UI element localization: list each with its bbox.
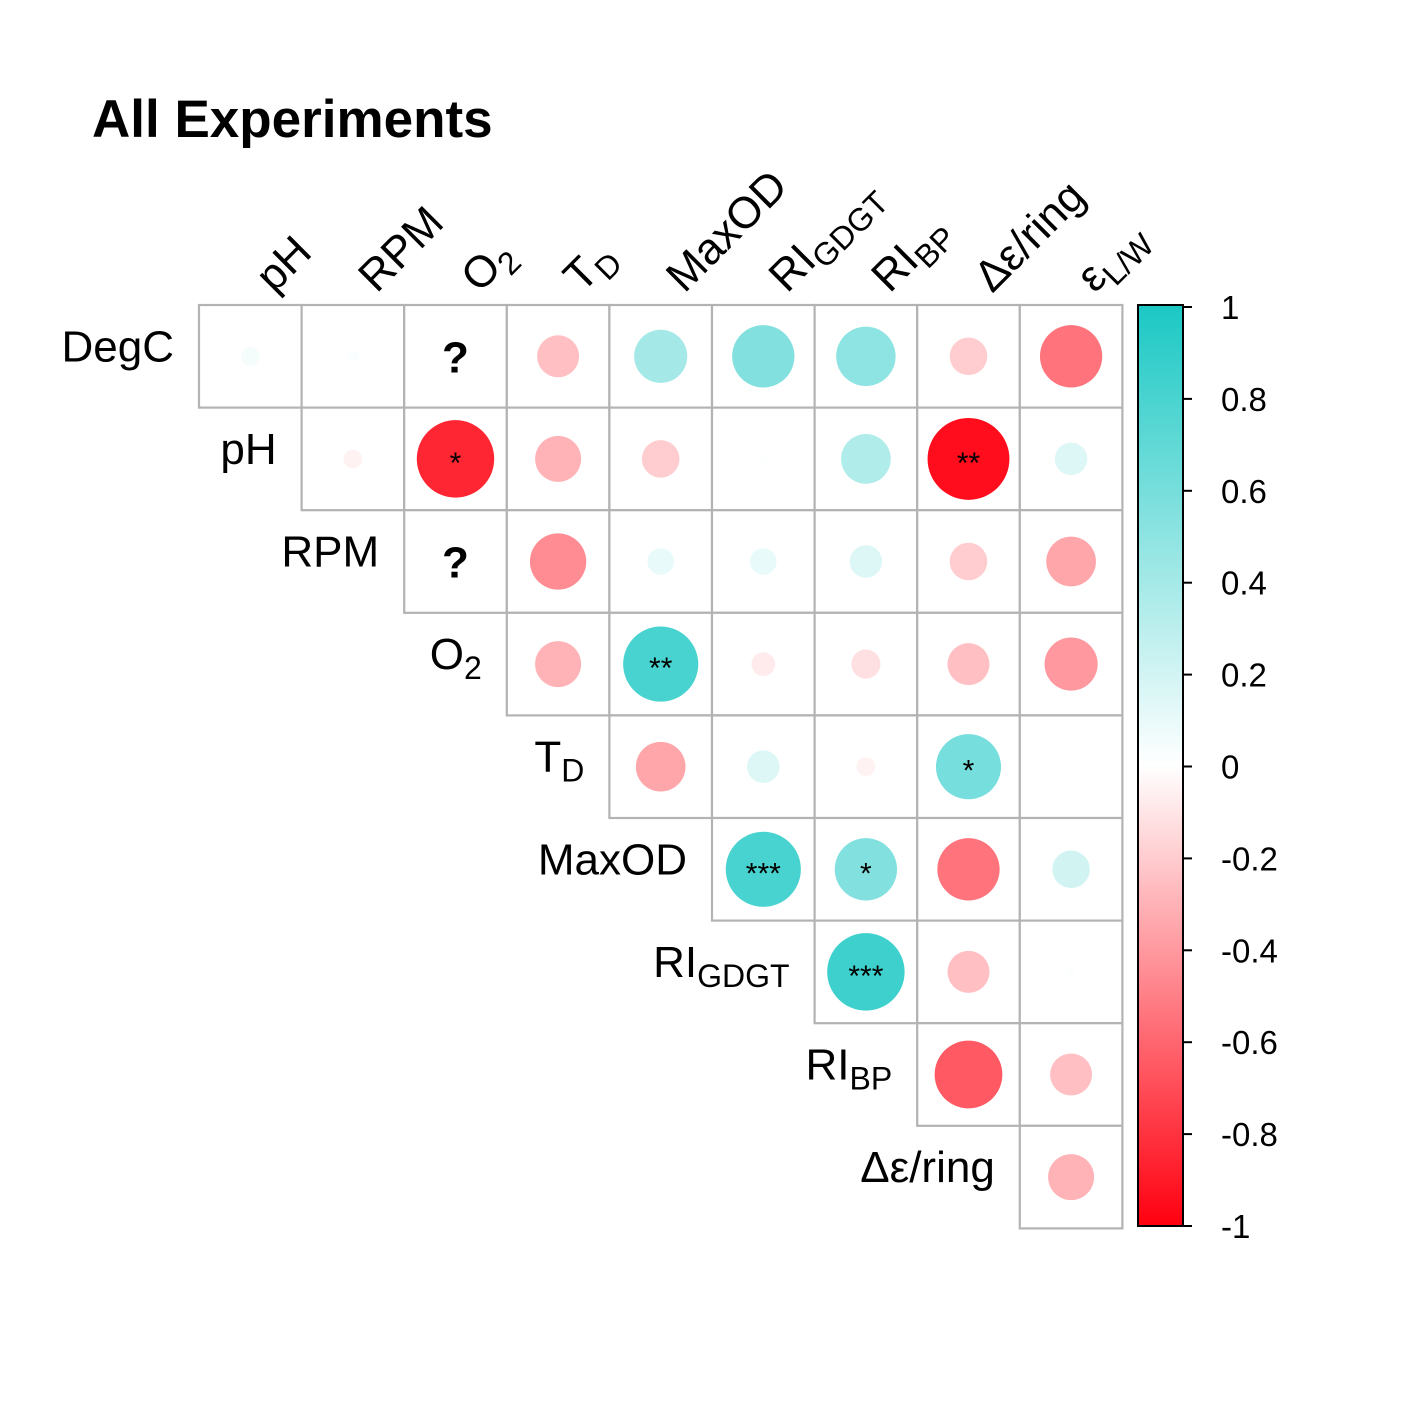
matrix-cell — [403, 509, 508, 614]
significance-label: ** — [957, 447, 981, 480]
matrix-cell — [403, 303, 508, 409]
correlation-circle — [725, 831, 801, 907]
correlation-circle — [535, 435, 582, 482]
correlation-circle — [1066, 967, 1076, 977]
correlation-circle — [927, 417, 1010, 500]
correlation-circle — [856, 757, 876, 777]
correlation-circle — [747, 750, 780, 783]
correlation-circle — [1066, 762, 1076, 771]
colorbar: 1 0.8 0.6 0.4 0.2 0 -0.2 -0.4 -0.6 -0.8 -1 — [1137, 289, 1278, 1245]
colorbar-tick-label: 0.6 — [1221, 473, 1267, 510]
row-label: O2 — [430, 630, 482, 686]
correlation-circle — [416, 420, 495, 498]
significance-label: * — [963, 755, 975, 788]
correlation-circle — [934, 1040, 1003, 1109]
row-labels: DegC pH RPM O2 TD MaxOD RIGDGT RIBP Δε/ring — [62, 322, 995, 1192]
matrix-cell — [916, 816, 1021, 922]
colorbar-tick-label: -0.6 — [1221, 1024, 1278, 1061]
correlation-circle — [1046, 536, 1096, 587]
correlation-circle — [750, 548, 777, 575]
colorbar-tick-label: -0.8 — [1221, 1116, 1278, 1153]
significance-label: *** — [848, 960, 883, 993]
correlation-circle — [623, 626, 699, 702]
column-label: RPM — [349, 197, 453, 301]
correlation-circle — [935, 734, 1002, 800]
colorbar-ticks: 1 0.8 0.6 0.4 0.2 0 -0.2 -0.4 -0.6 -0.8 -1 — [1183, 289, 1278, 1245]
colorbar-tick-label: 1 — [1221, 289, 1239, 326]
correlation-circle — [732, 325, 795, 388]
colorbar-tick-label: 0 — [1221, 749, 1239, 786]
correlation-circle — [1039, 325, 1103, 388]
row-label: DegC — [62, 322, 175, 371]
correlation-circle — [641, 440, 680, 478]
correlation-circle — [751, 652, 776, 676]
row-label: RIGDGT — [653, 938, 789, 994]
correlation-circle — [537, 335, 580, 378]
correlation-circle — [1044, 637, 1098, 691]
column-label: O2 — [452, 230, 528, 306]
row-label: Δε/ring — [860, 1143, 995, 1192]
significance-label: ? — [442, 539, 469, 588]
colorbar-tick-label: -1 — [1221, 1208, 1250, 1245]
row-label: RPM — [281, 528, 379, 577]
correlation-circle — [535, 641, 582, 688]
column-label: pH — [246, 227, 320, 301]
significance-label: ? — [442, 333, 469, 382]
correlation-circle — [834, 838, 898, 901]
matrix-cell — [916, 303, 1021, 409]
significance-label: *** — [746, 857, 781, 890]
column-label: Δε/ring — [965, 171, 1095, 301]
correlation-circle — [949, 337, 988, 376]
chart-title: All Experiments — [92, 90, 493, 149]
correlation-circle — [1052, 850, 1090, 889]
correlation-circle — [529, 533, 587, 590]
correlation-circle — [947, 643, 990, 686]
row-label: MaxOD — [538, 835, 687, 884]
colorbar-tick-label: 0.8 — [1221, 381, 1267, 418]
correlation-circle — [937, 838, 1000, 901]
correlation-circle — [1048, 1154, 1095, 1201]
correlation-circle — [343, 449, 363, 469]
correlation-grid: ?* **?****** **** — [197, 303, 1124, 1230]
row-label: TD — [534, 733, 584, 789]
significance-label: * — [450, 447, 462, 480]
colorbar-gradient — [1137, 304, 1184, 1227]
correlation-circle — [647, 548, 674, 575]
correlation-circle — [759, 454, 768, 464]
colorbar-tick-label: -0.4 — [1221, 932, 1278, 969]
correlation-circle — [634, 329, 688, 383]
correlation-circle — [836, 326, 896, 386]
correlation-circle — [1050, 1053, 1093, 1096]
correlation-circle — [851, 649, 881, 679]
colorbar-tick-label: -0.2 — [1221, 840, 1278, 877]
correlation-circle — [947, 950, 990, 993]
row-label: pH — [220, 425, 276, 474]
colorbar-tick-label: 0.2 — [1221, 657, 1267, 694]
correlation-circle — [949, 542, 988, 581]
correlation-circle — [635, 741, 686, 792]
correlation-circle — [346, 350, 359, 363]
significance-label: * — [860, 857, 872, 890]
column-label: εL/W — [1067, 212, 1161, 306]
colorbar-tick-label: 0.4 — [1221, 565, 1267, 602]
correlation-circle — [1054, 442, 1088, 476]
correlation-circle — [841, 434, 891, 484]
column-label: TD — [554, 231, 629, 306]
correlation-circle — [827, 933, 905, 1011]
correlation-circle — [849, 545, 883, 578]
significance-label: ** — [649, 652, 673, 685]
correlation-circle — [240, 346, 260, 366]
row-label: RIBP — [806, 1041, 893, 1097]
matrix-cell — [608, 406, 714, 512]
